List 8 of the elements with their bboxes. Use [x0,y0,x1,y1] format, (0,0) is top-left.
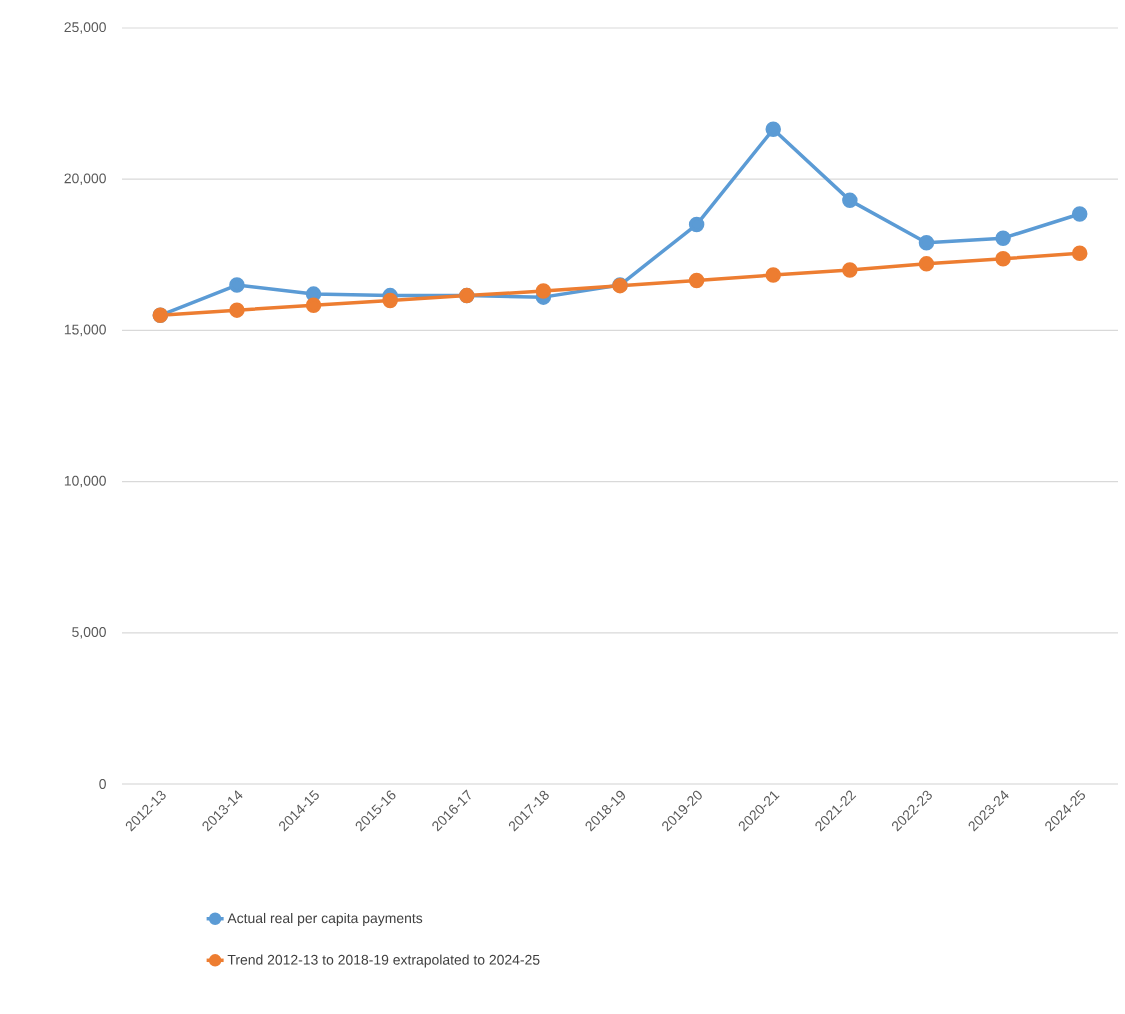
legend-label: Trend 2012-13 to 2018-19 extrapolated to 2024-25 [227,954,540,968]
y-tick-label: 15,000 [64,324,106,337]
y-tick-label: 0 [99,779,106,789]
y-tick-label: 5,000 [72,627,106,639]
legend-label: Actual real per capita payments [227,912,423,926]
y-tick-label: 25,000 [64,22,106,34]
y-tick-label: 10,000 [64,475,106,488]
y-tick-label: 20,000 [64,173,106,185]
